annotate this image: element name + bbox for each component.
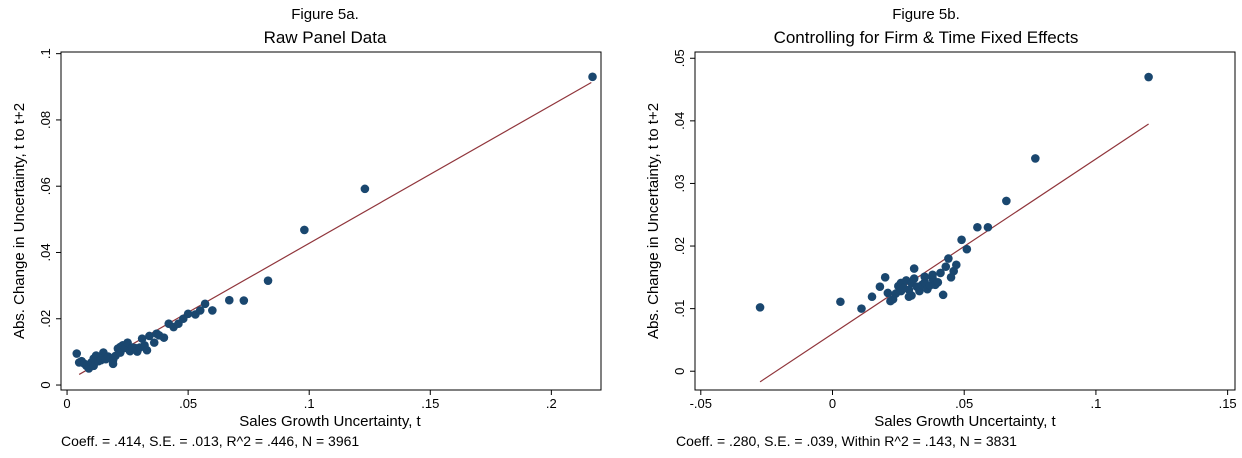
panel-b-y-tick-label: .05 [672,49,687,67]
panel-b-data-point [928,271,937,280]
panel-b-data-point [907,291,916,300]
panel-b-data-point [876,282,885,291]
panel-b-data-point [1002,197,1011,206]
panel-b-y-axis-label: Abs. Change in Uncertainty, t to t+2 [645,103,662,339]
panel-b-data-point [910,264,919,273]
panel-b-data-point [868,292,877,301]
panel-b-y-tick-label: .02 [672,237,687,255]
panel-b-data-point [756,303,765,312]
panel-b-data-point [941,262,950,271]
panel-b-y-tick-label: 0 [672,368,687,375]
panel-b-y-tick-label: .01 [672,300,687,318]
panel-a-y-tick-label: 0 [38,381,53,388]
panel-b-x-axis-label: Sales Growth Uncertainty, t [874,413,1056,430]
panel-b-data-point [910,274,919,283]
panel-a-y-tick-label: .04 [38,243,53,261]
panel-b-x-tick-label: .1 [1090,396,1101,411]
panel-a-data-point [109,360,118,369]
panel-b-data-point [836,297,845,306]
panel-b: Figure 5b. Controlling for Firm & Time F… [645,6,1237,449]
panel-b-data-point [944,254,953,263]
panel-b-data-point [920,272,929,281]
panel-a-data-point [150,338,159,347]
panel-b-data-point [957,235,966,244]
panel-b-y-tick-label: .03 [672,174,687,192]
panel-a-data-point [588,73,597,82]
panel-a: Figure 5a. Raw Panel Data 0 .05 .1 .15 .2 0 .0… [11,6,601,449]
panel-a-y-axis-label: Abs. Change in Uncertainty, t to t+2 [11,103,28,339]
panel-a-x-tick-label: .15 [421,396,439,411]
panel-b-plot-frame [695,52,1235,390]
panel-b-x-tick-label: 0 [829,396,836,411]
panel-b-title: Controlling for Firm & Time Fixed Effect… [774,28,1079,47]
panel-b-data-point [973,223,982,232]
panel-b-data-point [857,304,866,313]
panel-b-x-tick-label: -.05 [690,396,712,411]
figure-5a-label: Figure 5a. [291,6,359,23]
panel-a-data-point [240,296,249,305]
panel-a-x-tick-label: .05 [179,396,197,411]
panel-b-data-point [984,223,993,232]
panel-b-data-point [939,291,948,300]
panel-a-y-tick-label: .02 [38,310,53,328]
panel-b-x-tick-label: .15 [1219,396,1237,411]
panel-b-data-point [963,245,972,254]
panel-a-data-point [361,185,370,194]
panel-b-stats-note: Coeff. = .280, S.E. = .039, Within R^2 =… [676,433,1017,449]
panel-a-title: Raw Panel Data [264,28,387,47]
figure-5b-label: Figure 5b. [892,6,960,23]
panel-a-x-tick-label: 0 [63,396,70,411]
panel-a-y-tick-label: .08 [38,111,53,129]
panel-a-stats-note: Coeff. = .414, S.E. = .013, R^2 = .446, … [61,433,359,449]
panel-a-data-point [184,309,193,318]
panel-b-y-tick-label: .04 [672,112,687,130]
panel-a-data-point [264,276,273,285]
panel-a-y-tick-label: .06 [38,177,53,195]
panel-b-x-tick-label: .05 [955,396,973,411]
panel-a-data-point [143,346,152,355]
panel-a-data-point [300,226,309,235]
panel-a-x-tick-label: .1 [304,396,315,411]
panel-b-data-point [934,278,943,287]
panel-a-x-tick-label: .2 [546,396,557,411]
panel-a-x-axis-label: Sales Growth Uncertainty, t [239,413,421,430]
panel-a-y-tick-label: .1 [38,48,53,59]
panel-b-data-point [881,273,890,282]
panel-a-data-point [201,300,210,309]
panel-b-data-point [1031,154,1040,163]
panel-a-data-point [225,296,234,305]
panel-a-data-point [72,349,81,358]
panel-b-data-point [952,261,961,270]
panel-a-data-point [208,306,217,315]
panel-b-data-point [1144,73,1153,82]
panel-a-data-point [160,333,169,342]
